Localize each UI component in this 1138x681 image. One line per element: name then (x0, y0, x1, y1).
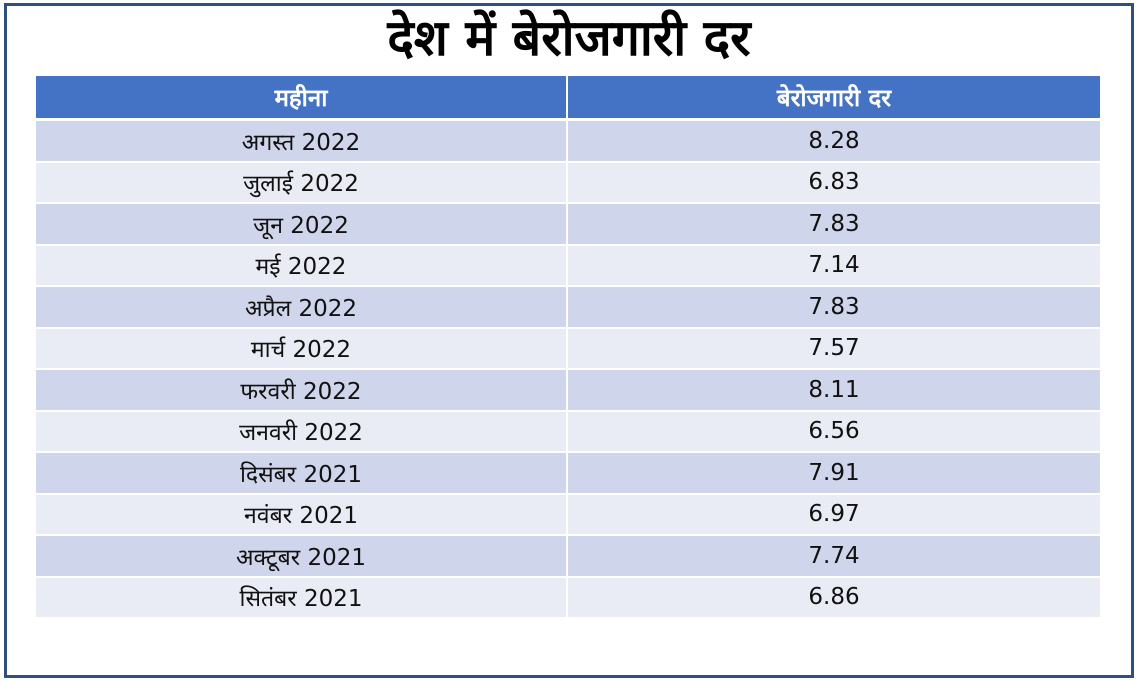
cell-rate: 7.83 (567, 286, 1100, 329)
cell-month: जुलाई 2022 (36, 161, 568, 204)
cell-month: मार्च 2022 (36, 327, 568, 370)
cell-rate: 7.57 (567, 327, 1100, 370)
cell-rate: 6.97 (567, 493, 1100, 536)
cell-month: जून 2022 (36, 203, 568, 246)
unemployment-table: महीना बेरोजगारी दर अगस्त 2022 8.28 जुलाई 2… (36, 76, 1100, 619)
chart-title: देश में बेरोजगारी दर (387, 9, 751, 67)
cell-month: जनवरी 2022 (36, 410, 568, 453)
table-row: अक्टूबर 2021 7.74 (36, 535, 1100, 578)
cell-month: अगस्त 2022 (36, 119, 568, 163)
cell-rate: 6.56 (567, 410, 1100, 453)
cell-month: दिसंबर 2021 (36, 452, 568, 495)
cell-month: मई 2022 (36, 244, 568, 287)
column-header-month: महीना (36, 76, 568, 121)
table-header-row: महीना बेरोजगारी दर (36, 76, 1100, 121)
cell-rate: 6.86 (567, 576, 1100, 619)
table-row: मार्च 2022 7.57 (36, 327, 1100, 370)
table-row: नवंबर 2021 6.97 (36, 493, 1100, 536)
table-row: अगस्त 2022 8.28 (36, 119, 1100, 163)
cell-month: नवंबर 2021 (36, 493, 568, 536)
table-row: जनवरी 2022 6.56 (36, 410, 1100, 453)
table-body: अगस्त 2022 8.28 जुलाई 2022 6.83 जून 2022 7.83… (36, 119, 1100, 619)
cell-month: फरवरी 2022 (36, 369, 568, 412)
cell-month: अप्रैल 2022 (36, 286, 568, 329)
table-row: सितंबर 2021 6.86 (36, 576, 1100, 619)
table-row: जुलाई 2022 6.83 (36, 161, 1100, 204)
table-row: फरवरी 2022 8.11 (36, 369, 1100, 412)
column-header-rate: बेरोजगारी दर (567, 76, 1100, 121)
cell-rate: 7.83 (567, 203, 1100, 246)
cell-month: सितंबर 2021 (36, 576, 568, 619)
cell-rate: 7.91 (567, 452, 1100, 495)
cell-rate: 6.83 (567, 161, 1100, 204)
table-row: मई 2022 7.14 (36, 244, 1100, 287)
cell-month: अक्टूबर 2021 (36, 535, 568, 578)
cell-rate: 7.14 (567, 244, 1100, 287)
cell-rate: 8.11 (567, 369, 1100, 412)
cell-rate: 8.28 (567, 119, 1100, 163)
table-row: दिसंबर 2021 7.91 (36, 452, 1100, 495)
cell-rate: 7.74 (567, 535, 1100, 578)
table-row: जून 2022 7.83 (36, 203, 1100, 246)
table-row: अप्रैल 2022 7.83 (36, 286, 1100, 329)
